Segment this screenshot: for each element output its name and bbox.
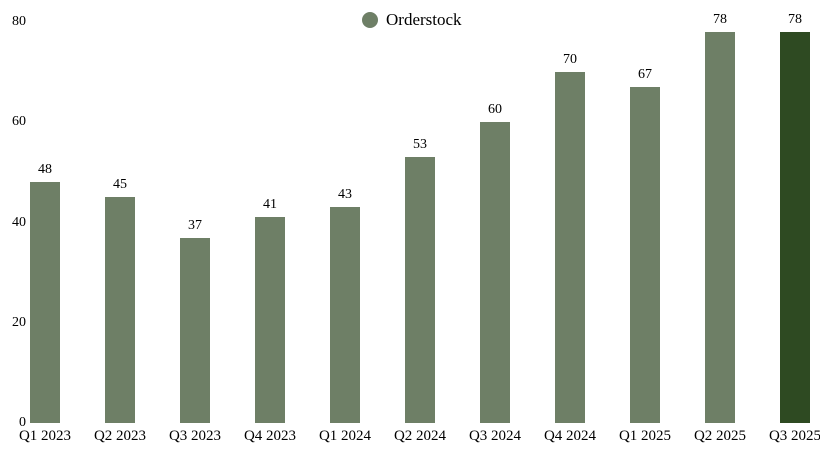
bar-value-label: 53 bbox=[413, 137, 427, 153]
bar-value-label: 60 bbox=[488, 102, 502, 118]
bar bbox=[780, 32, 810, 423]
x-axis-label: Q3 2024 bbox=[468, 428, 522, 444]
x-axis-label: Q2 2024 bbox=[393, 428, 447, 444]
x-axis-label: Q2 2023 bbox=[93, 428, 147, 444]
bar bbox=[405, 157, 435, 423]
x-axis-label: Q1 2025 bbox=[618, 428, 672, 444]
bar-value-label: 67 bbox=[638, 67, 652, 83]
bar bbox=[255, 217, 285, 423]
bar bbox=[705, 32, 735, 423]
x-axis-label: Q4 2023 bbox=[243, 428, 297, 444]
y-axis-tick-label: 0 bbox=[19, 415, 26, 430]
bar-value-label: 78 bbox=[713, 12, 727, 28]
bar bbox=[30, 182, 60, 423]
x-axis-label: Q4 2024 bbox=[543, 428, 597, 444]
bar bbox=[555, 72, 585, 423]
x-axis-label: Q3 2023 bbox=[168, 428, 222, 444]
y-axis-tick-label: 60 bbox=[12, 114, 26, 130]
legend-dot-icon bbox=[362, 11, 378, 28]
bar bbox=[480, 122, 510, 423]
legend: Orderstock bbox=[362, 11, 462, 28]
bar-value-label: 43 bbox=[338, 187, 352, 203]
bar bbox=[630, 87, 660, 423]
bar-value-label: 78 bbox=[788, 12, 802, 28]
x-axis-label: Q1 2023 bbox=[18, 428, 72, 444]
bar-value-label: 48 bbox=[38, 162, 52, 178]
y-axis-tick-label: 20 bbox=[12, 314, 26, 330]
bar-value-label: 45 bbox=[113, 177, 127, 193]
y-axis-tick-label: 80 bbox=[12, 14, 26, 29]
bar-value-label: 41 bbox=[263, 197, 277, 213]
bar bbox=[330, 207, 360, 423]
x-axis-label: Q3 2025 bbox=[768, 428, 820, 444]
bar bbox=[180, 237, 210, 423]
bar-value-label: 37 bbox=[188, 217, 202, 233]
bar bbox=[105, 197, 135, 423]
x-axis-label: Q2 2025 bbox=[693, 428, 747, 444]
legend-label: Orderstock bbox=[386, 10, 462, 29]
y-axis-tick-label: 40 bbox=[12, 214, 26, 230]
bar-value-label: 70 bbox=[563, 52, 577, 68]
x-axis-label: Q1 2024 bbox=[318, 428, 372, 444]
